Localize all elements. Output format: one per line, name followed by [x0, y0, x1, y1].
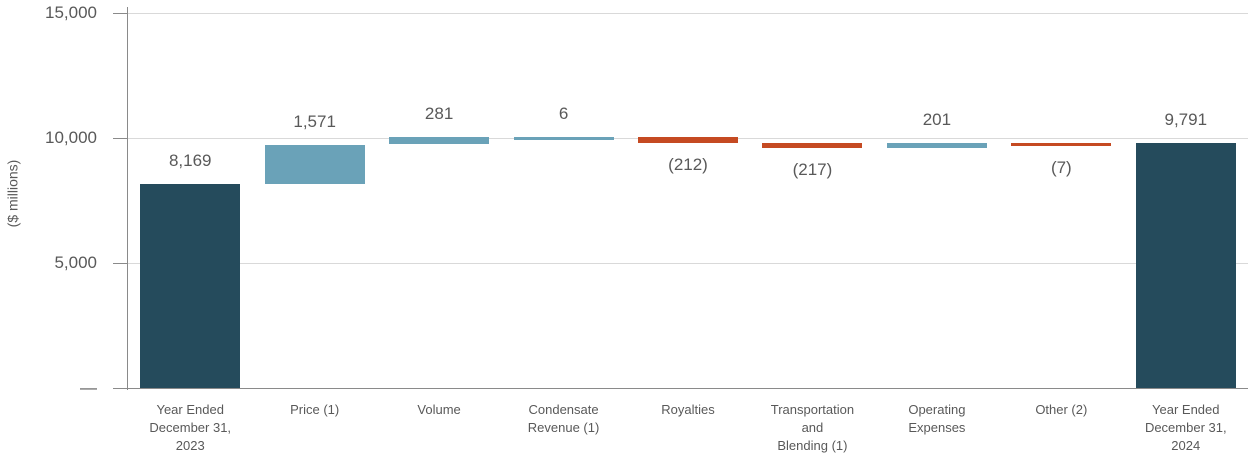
- category-label-line: Expenses: [908, 420, 966, 435]
- bar-volume: [389, 137, 490, 145]
- category-label-line: Revenue (1): [527, 420, 600, 435]
- category-label-line: December 31,: [149, 420, 232, 435]
- bar-operating-expenses: [886, 143, 987, 149]
- category-label-line: Year Ended: [156, 402, 224, 417]
- bar-other-2: [1011, 143, 1112, 147]
- category-label-line: Condensate: [528, 402, 599, 417]
- bar-year-ended-december-31-2023: [140, 183, 241, 388]
- bar-year-ended-december-31-2024: [1135, 143, 1236, 388]
- y-axis-tick-label: 10,000: [45, 128, 97, 147]
- category-label-line: Volume: [417, 402, 461, 417]
- bar-transportation-and-blending-1: [762, 142, 863, 149]
- category-label-other-2: Other (2): [999, 401, 1123, 419]
- category-label-condensate-revenue-1: Condensate Revenue (1): [501, 401, 625, 437]
- category-label-line: Operating: [908, 402, 966, 417]
- bar-royalties: [638, 137, 738, 143]
- category-label-operating-expenses: Operating Expenses: [875, 401, 999, 437]
- category-label-year-ended-december-31-2023: Year Ended December 31, 2023: [128, 401, 252, 455]
- category-label-transportation-and-blending-1: Transportation and Blending (1): [750, 401, 874, 455]
- value-label-condensate-revenue-1: 6: [558, 104, 569, 124]
- value-label-volume: 281: [424, 104, 454, 124]
- y-axis-tick: [113, 13, 128, 14]
- y-axis-tick-label: 15,000: [45, 3, 97, 22]
- category-label-line: Transportation: [770, 402, 855, 417]
- category-label-line: 2024: [1171, 438, 1201, 453]
- gridline-5000: [128, 262, 1248, 264]
- category-label-price-1: Price (1): [252, 401, 376, 419]
- category-label-line: and: [801, 420, 824, 435]
- value-label-other-2: (7): [1050, 158, 1072, 178]
- y-axis-tick-label: —: [80, 378, 97, 397]
- value-label-year-ended-december-31-2023: 8,169: [168, 150, 212, 170]
- category-label-line: Royalties: [661, 402, 715, 417]
- category-label-year-ended-december-31-2024: Year Ended December 31, 2024: [1124, 401, 1248, 455]
- category-label-line: 2023: [175, 438, 205, 453]
- y-axis-tick: [113, 138, 128, 139]
- bar-price-1: [264, 144, 365, 184]
- value-label-royalties: (212): [668, 154, 708, 174]
- category-label-royalties: Royalties: [626, 401, 750, 419]
- value-label-transportation-and-blending-1: (217): [792, 160, 833, 180]
- category-label-line: Blending (1): [777, 438, 848, 453]
- y-axis-line: [126, 7, 128, 390]
- y-axis-tick: [113, 263, 128, 264]
- value-label-price-1: 1,571: [293, 111, 336, 131]
- category-label-line: December 31,: [1144, 420, 1227, 435]
- gridline-15000: [128, 12, 1248, 14]
- bar-condensate-revenue-1: [513, 137, 614, 141]
- y-axis-tick-label: 5,000: [54, 253, 97, 272]
- value-label-year-ended-december-31-2024: 9,791: [1164, 110, 1208, 130]
- category-label-line: Year Ended: [1152, 402, 1220, 417]
- category-label-volume: Volume: [377, 401, 501, 419]
- category-label-line: Price (1): [290, 402, 340, 417]
- y-axis-tick: [113, 388, 128, 389]
- category-label-line: Other (2): [1035, 402, 1088, 417]
- x-axis-line: [126, 387, 1248, 389]
- value-label-operating-expenses: 201: [922, 110, 952, 130]
